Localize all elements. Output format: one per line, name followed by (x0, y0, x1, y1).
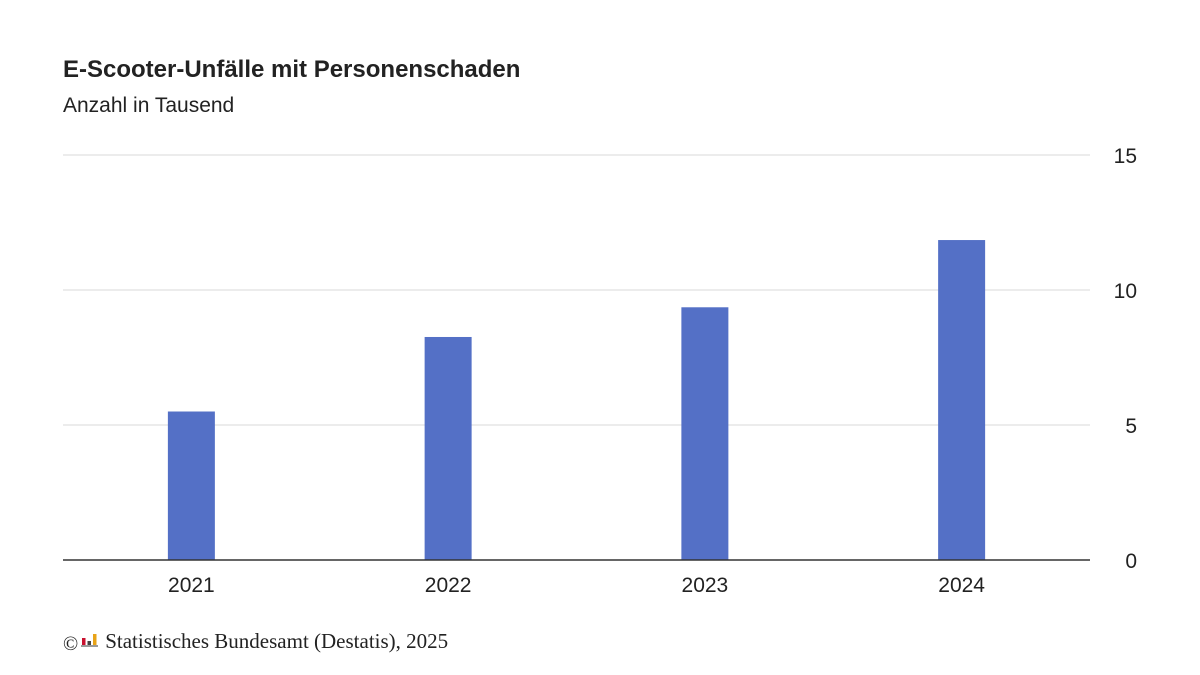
x-tick-label: 2024 (938, 574, 985, 597)
grid-lines (63, 154, 1090, 426)
x-tick-label: 2023 (682, 574, 729, 597)
x-axis-tick-labels: 2021 2022 2023 2024 (168, 574, 985, 597)
y-tick-label: 0 (1125, 550, 1137, 573)
y-tick-label: 5 (1125, 415, 1137, 438)
x-tick-label: 2021 (168, 574, 215, 597)
destatis-logo-icon (81, 628, 99, 653)
y-tick-label: 10 (1114, 280, 1137, 303)
bar (167, 411, 215, 560)
chart-title: E-Scooter-Unfälle mit Personenschaden (63, 56, 521, 83)
y-axis-tick-labels: 0 5 10 15 (1114, 145, 1137, 573)
bar (938, 240, 986, 561)
x-tick-label: 2022 (425, 574, 472, 597)
bar (681, 307, 729, 560)
bar (424, 336, 472, 560)
copyright-symbol: © (63, 633, 79, 655)
source-text: Statistisches Bundesamt (Destatis), 2025 (105, 629, 449, 653)
bars (167, 240, 986, 561)
chart-subtitle: Anzahl in Tausend (63, 94, 235, 117)
source-footer: © Statistisches Bundesamt (Destatis), 20… (63, 628, 449, 655)
y-tick-label: 15 (1114, 145, 1137, 168)
